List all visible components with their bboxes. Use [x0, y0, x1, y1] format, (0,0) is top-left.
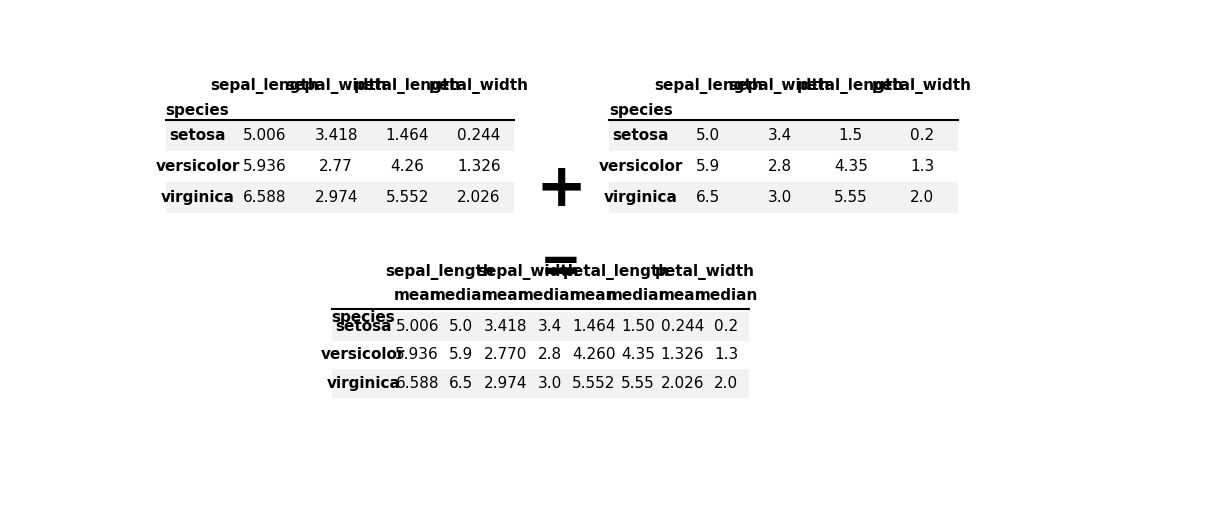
Text: median: median — [606, 287, 670, 303]
Text: petal_width: petal_width — [429, 78, 529, 95]
Text: mean: mean — [658, 287, 707, 303]
Text: 5.9: 5.9 — [449, 347, 473, 362]
Text: 0.244: 0.244 — [660, 319, 704, 334]
Text: 5.552: 5.552 — [386, 190, 430, 205]
Bar — [165, 182, 515, 213]
Bar — [165, 151, 515, 182]
Text: 3.4: 3.4 — [538, 319, 562, 334]
Text: species: species — [331, 310, 396, 325]
Text: 0.2: 0.2 — [714, 319, 738, 334]
Text: sepal_length: sepal_length — [210, 78, 319, 95]
Text: 1.3: 1.3 — [910, 159, 935, 174]
Text: sepal_width: sepal_width — [477, 264, 578, 280]
Text: =: = — [540, 243, 582, 290]
Text: 2.0: 2.0 — [714, 376, 738, 391]
Text: virginica: virginica — [327, 376, 401, 391]
Text: versicolor: versicolor — [322, 347, 405, 362]
Text: 4.260: 4.260 — [572, 347, 615, 362]
Text: setosa: setosa — [169, 128, 226, 143]
Text: 3.4: 3.4 — [767, 128, 792, 143]
Text: 5.006: 5.006 — [243, 128, 287, 143]
Text: mean: mean — [393, 287, 441, 303]
Text: 2.026: 2.026 — [456, 190, 500, 205]
Text: 5.9: 5.9 — [696, 159, 720, 174]
Text: 2.0: 2.0 — [910, 190, 934, 205]
Text: +: + — [535, 160, 586, 219]
Text: 5.552: 5.552 — [572, 376, 615, 391]
Bar — [165, 120, 515, 151]
Text: petal_length: petal_length — [562, 264, 670, 280]
Text: 2.8: 2.8 — [767, 159, 792, 174]
Text: mean: mean — [482, 287, 529, 303]
Text: 4.26: 4.26 — [391, 159, 425, 174]
Text: 1.5: 1.5 — [839, 128, 863, 143]
Text: 5.55: 5.55 — [622, 376, 654, 391]
Text: 2.77: 2.77 — [319, 159, 353, 174]
Text: 6.588: 6.588 — [396, 376, 439, 391]
Text: setosa: setosa — [613, 128, 669, 143]
Text: 3.0: 3.0 — [538, 376, 562, 391]
Text: petal_length: petal_length — [798, 78, 904, 95]
Text: 1.50: 1.50 — [622, 319, 654, 334]
Text: versicolor: versicolor — [599, 159, 683, 174]
Text: 2.8: 2.8 — [538, 347, 562, 362]
Text: sepal_width: sepal_width — [728, 78, 830, 95]
Text: 6.5: 6.5 — [696, 190, 720, 205]
Text: sepal_length: sepal_length — [654, 78, 762, 95]
Text: sepal_width: sepal_width — [285, 78, 387, 95]
Text: species: species — [609, 103, 673, 118]
Text: median: median — [518, 287, 582, 303]
Bar — [331, 369, 749, 398]
Text: 1.464: 1.464 — [572, 319, 615, 334]
Text: petal_width: petal_width — [872, 78, 972, 95]
Text: versicolor: versicolor — [155, 159, 239, 174]
Text: 5.936: 5.936 — [243, 159, 287, 174]
Text: 3.0: 3.0 — [767, 190, 792, 205]
Text: mean: mean — [571, 287, 618, 303]
Text: 4.35: 4.35 — [834, 159, 868, 174]
Text: 5.936: 5.936 — [396, 347, 439, 362]
Text: 5.006: 5.006 — [396, 319, 439, 334]
Text: 1.326: 1.326 — [456, 159, 500, 174]
Text: median: median — [694, 287, 758, 303]
Text: 3.418: 3.418 — [314, 128, 358, 143]
Bar — [609, 182, 958, 213]
Text: sepal_length: sepal_length — [385, 264, 494, 280]
Text: 0.244: 0.244 — [458, 128, 500, 143]
Text: 2.770: 2.770 — [484, 347, 527, 362]
Text: 6.5: 6.5 — [449, 376, 473, 391]
Text: setosa: setosa — [335, 319, 392, 334]
Text: 3.418: 3.418 — [484, 319, 527, 334]
Text: 2.974: 2.974 — [484, 376, 527, 391]
Text: virginica: virginica — [603, 190, 677, 205]
Bar — [331, 312, 749, 341]
Text: 1.326: 1.326 — [660, 347, 704, 362]
Text: 4.35: 4.35 — [622, 347, 656, 362]
Text: petal_width: petal_width — [654, 264, 754, 280]
Text: 6.588: 6.588 — [243, 190, 287, 205]
Text: virginica: virginica — [160, 190, 234, 205]
Text: 5.0: 5.0 — [696, 128, 720, 143]
Text: 2.026: 2.026 — [660, 376, 704, 391]
Text: 1.464: 1.464 — [386, 128, 430, 143]
Bar — [331, 341, 749, 369]
Bar — [609, 151, 958, 182]
Text: 5.0: 5.0 — [449, 319, 473, 334]
Text: 5.55: 5.55 — [834, 190, 868, 205]
Text: median: median — [430, 287, 493, 303]
Text: petal_length: petal_length — [354, 78, 461, 95]
Text: species: species — [165, 103, 229, 118]
Text: 0.2: 0.2 — [910, 128, 934, 143]
Text: 1.3: 1.3 — [714, 347, 738, 362]
Bar — [609, 120, 958, 151]
Text: 2.974: 2.974 — [314, 190, 358, 205]
